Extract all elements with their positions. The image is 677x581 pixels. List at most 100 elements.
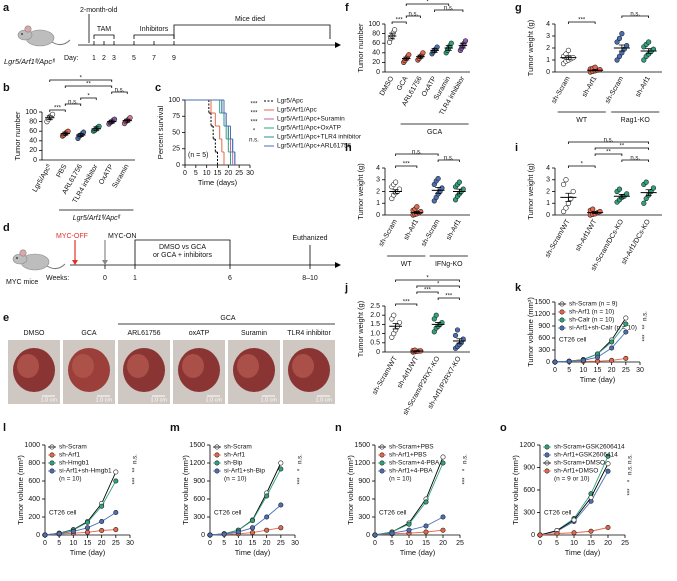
off-label: MYC-OFF	[56, 233, 88, 240]
x-tick-label: 10	[579, 367, 587, 374]
data-point	[406, 521, 412, 527]
data-point	[605, 468, 611, 474]
panel-label: b	[3, 82, 10, 94]
y-tick-label: 200	[28, 514, 40, 521]
data-point	[619, 30, 625, 37]
inhibitor-bracket	[133, 34, 175, 39]
sig-bracket	[594, 153, 623, 156]
y-tick-label: 400	[28, 496, 40, 503]
data-point	[609, 357, 615, 363]
data-point	[250, 525, 256, 531]
data-point	[111, 116, 118, 122]
data-point	[207, 532, 213, 538]
cell-note: CT26 cell	[379, 510, 407, 517]
cell-note: CT26 cell	[559, 337, 587, 344]
x-tick-label: 5	[390, 540, 394, 547]
data-point	[641, 57, 647, 63]
data-point	[566, 358, 572, 364]
x-tick-label: sh-Arf1	[403, 218, 420, 241]
week-label: 1	[133, 275, 137, 282]
liver-lobe	[72, 354, 94, 378]
data-point	[563, 205, 569, 211]
data-point	[250, 530, 256, 536]
y-tick-label: 60	[29, 128, 37, 135]
data-point	[440, 454, 446, 460]
y-axis-label: Tumor weight (g)	[526, 19, 535, 76]
sig-label: n.s.	[133, 454, 139, 464]
legend-label: sh-Arf1	[224, 452, 245, 459]
x-tick-label: 10	[234, 540, 242, 547]
panel-label: g	[515, 2, 522, 14]
x-tick-label: 15	[249, 540, 257, 547]
on-label: MYC-ON	[108, 233, 136, 240]
x-tick-label: sh-Scram	[420, 218, 441, 248]
sig-label: n.s.	[604, 137, 614, 143]
data-point	[571, 517, 577, 523]
sig-bracket	[395, 303, 418, 306]
x-tick-label: DMSO	[379, 75, 396, 97]
mouse-label: MYC mice	[6, 279, 38, 286]
sig-label: *	[426, 0, 429, 5]
data-point	[278, 460, 284, 466]
scale-label: 1.0 cm	[150, 397, 167, 403]
y-tick-label: 0	[546, 69, 550, 76]
y-tick-label: 50	[172, 129, 180, 136]
x-tick-label: 10	[203, 170, 211, 177]
sig-bracket	[64, 85, 113, 88]
data-point	[439, 185, 445, 191]
end-bracket	[173, 24, 331, 39]
y-axis-label: Tumor number	[356, 23, 365, 72]
sig-label: **	[606, 149, 611, 155]
x-tick-label: sh-Arf1	[635, 75, 652, 98]
scale-label: 1.0 cm	[205, 397, 222, 403]
sig-bracket	[567, 141, 650, 144]
x-tick-label: 25	[112, 540, 120, 547]
note: (n = 5)	[188, 152, 208, 159]
data-point	[560, 181, 567, 188]
scale-label: 1.0 cm	[315, 397, 332, 403]
legend-label: si-Arf1+sh-Bip	[224, 468, 265, 475]
legend-label: Lgr5/Arf1/Apc+OxATP	[277, 125, 341, 132]
data-point	[113, 509, 119, 515]
sig-bracket	[567, 165, 596, 168]
data-point	[624, 191, 630, 197]
panel-label: o	[500, 422, 507, 434]
data-point	[563, 177, 569, 183]
data-point	[590, 206, 596, 212]
legend-note: (n = 10)	[59, 476, 82, 483]
data-point	[646, 39, 652, 45]
data-point	[423, 529, 429, 535]
y-tick-label: 1.0	[370, 330, 380, 337]
data-point	[96, 123, 102, 129]
y-tick-label: 600	[538, 335, 550, 342]
x-tick-label: sh-Arf1/WT	[575, 218, 599, 253]
data-point	[396, 319, 403, 326]
sig-label: n.s.	[463, 454, 469, 464]
sig-label: n.s.	[444, 155, 454, 161]
sig-label: ***	[54, 105, 62, 111]
tam-label: TAM	[97, 26, 111, 33]
y-axis-label: Tumor volume (mm³)	[511, 455, 520, 525]
y-tick-label: 2	[546, 45, 550, 52]
data-point	[452, 332, 459, 339]
sig-label: *	[628, 479, 634, 482]
data-point	[592, 64, 598, 70]
sig-label: ***	[463, 477, 469, 485]
data-point	[113, 527, 119, 533]
legend-label: Lgr5/Arf1/Apc+ARL61756	[277, 143, 352, 150]
sig-label: n.s.	[408, 11, 418, 17]
error-bar	[459, 42, 466, 49]
y-tick-label: 0	[176, 162, 180, 169]
sig-label: ***	[250, 102, 258, 108]
y-tick-label: 100	[168, 97, 180, 104]
legend-note: (n = 10)	[224, 476, 247, 483]
week-label: 0	[103, 275, 107, 282]
cell-note: CT26 cell	[544, 510, 572, 517]
panel-label: k	[515, 282, 522, 294]
legend-label: Lgr5/Arf1/Apc	[277, 107, 317, 114]
sig-label: n.s.	[444, 5, 454, 11]
data-point	[650, 185, 657, 191]
sig-bracket	[395, 153, 439, 156]
data-point	[594, 354, 600, 360]
x-tick-label: PBS	[56, 163, 69, 179]
